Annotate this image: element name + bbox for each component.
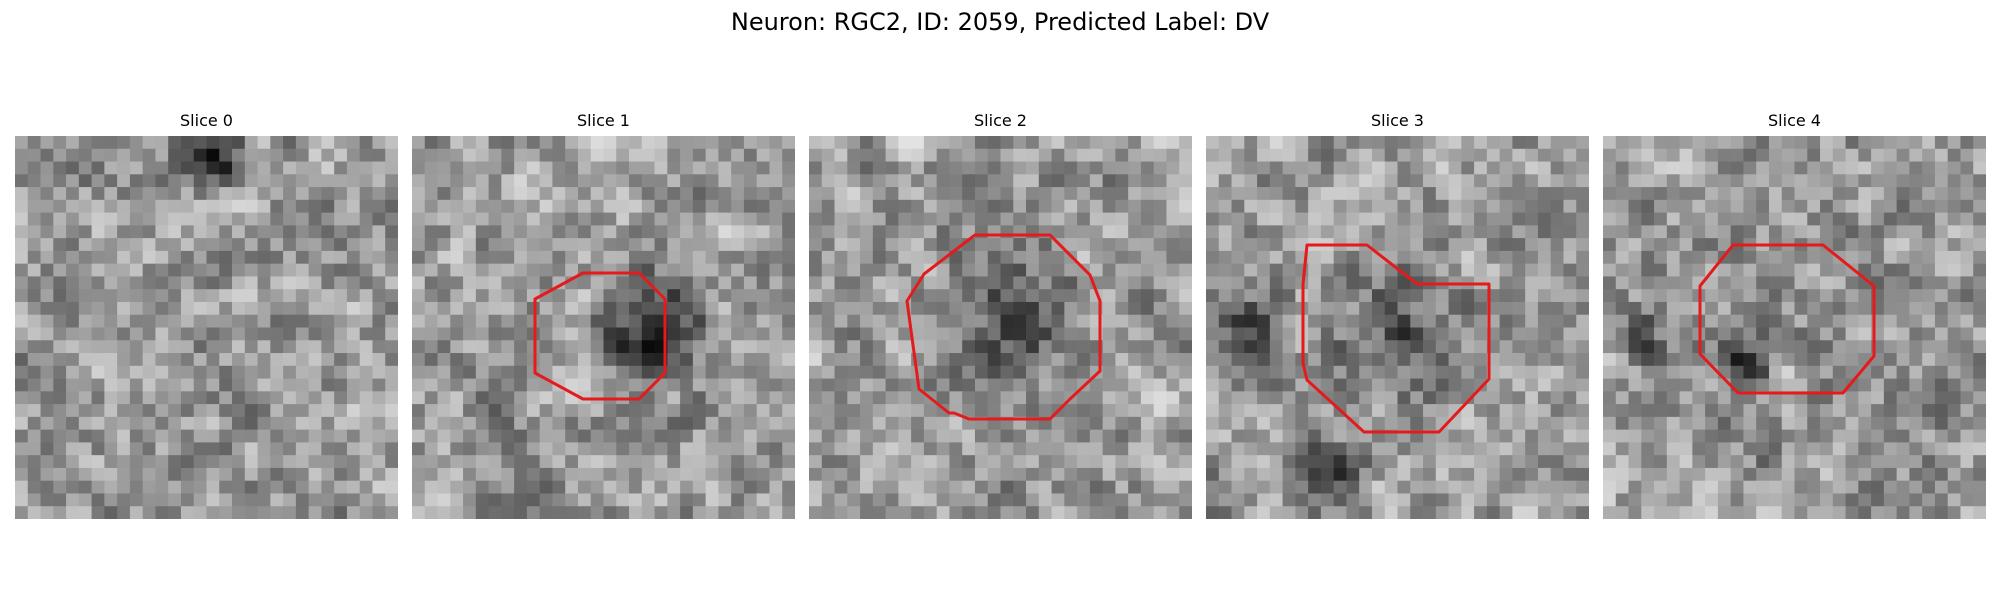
grayscale-texture xyxy=(809,136,1192,519)
neuron-contour xyxy=(1301,243,1491,434)
slice-image xyxy=(809,136,1192,519)
slice-title: Slice 4 xyxy=(1768,111,1821,130)
grayscale-texture xyxy=(412,136,795,519)
slice-panel-4: Slice 4 xyxy=(1603,108,1986,519)
slice-panel-0: Slice 0 xyxy=(15,108,398,519)
slice-title: Slice 3 xyxy=(1371,111,1424,130)
figure-title: Neuron: RGC2, ID: 2059, Predicted Label:… xyxy=(730,8,1270,36)
grayscale-texture xyxy=(1603,136,1986,519)
slice-title: Slice 0 xyxy=(180,111,233,130)
neuron-contour xyxy=(1698,243,1876,395)
grayscale-texture xyxy=(1206,136,1589,519)
slice-image xyxy=(1206,136,1589,519)
slice-panel-3: Slice 3 xyxy=(1206,108,1589,519)
neuron-contour xyxy=(533,271,667,401)
slice-title: Slice 1 xyxy=(577,111,630,130)
slice-image xyxy=(1603,136,1986,519)
slice-panel-2: Slice 2 xyxy=(809,108,1192,519)
slice-image xyxy=(15,136,398,519)
slice-title: Slice 2 xyxy=(974,111,1027,130)
slice-image xyxy=(412,136,795,519)
neuron-contour xyxy=(905,233,1102,421)
grayscale-texture xyxy=(15,136,398,519)
slice-panel-1: Slice 1 xyxy=(412,108,795,519)
